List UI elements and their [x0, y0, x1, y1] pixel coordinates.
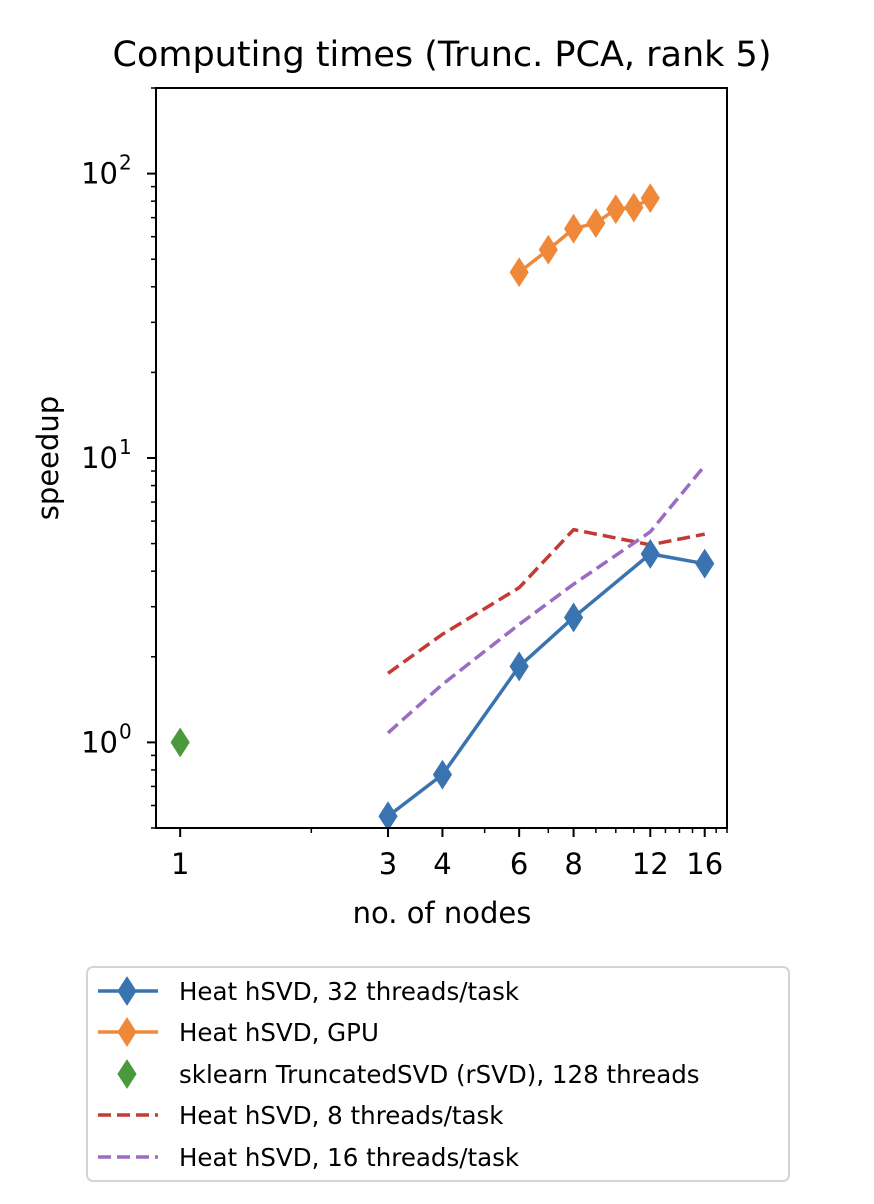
series-line [387, 527, 706, 675]
x-tick-label: 12 [632, 847, 669, 881]
y-tick-label: 10 [81, 157, 118, 191]
legend-item: Heat hSVD, 32 threads/task [98, 976, 520, 1006]
data-point [509, 651, 529, 682]
y-axis-label: speedup [31, 396, 65, 520]
data-point [606, 194, 626, 225]
legend-label: Heat hSVD, 32 threads/task [179, 977, 520, 1006]
data-point [563, 213, 584, 244]
data-point [695, 548, 715, 579]
series-5 [386, 464, 707, 735]
legend-marker [117, 1017, 137, 1047]
legend-marker [117, 976, 137, 1006]
series-2 [509, 183, 660, 288]
x-tick-label: 3 [379, 847, 397, 881]
x-tick-label: 1 [171, 847, 189, 881]
series-3 [170, 727, 190, 758]
y-tick-exponent: 1 [119, 435, 132, 459]
plot-area [170, 183, 715, 832]
series-1 [378, 538, 715, 832]
x-tick-label: 4 [433, 847, 451, 881]
data-point [563, 602, 584, 633]
y-tick-label: 10 [81, 725, 118, 759]
chart-title: Computing times (Trunc. PCA, rank 5) [113, 35, 772, 75]
series-line [386, 552, 706, 818]
x-axis-label: no. of nodes [353, 896, 532, 930]
legend-marker [117, 1059, 137, 1089]
legend-item: Heat hSVD, 16 threads/task [98, 1143, 520, 1172]
legend-label: Heat hSVD, 16 threads/task [179, 1143, 520, 1172]
legend-label: Heat hSVD, GPU [179, 1018, 379, 1047]
x-tick-label: 8 [564, 847, 582, 881]
data-point [640, 538, 660, 569]
legend-item: Heat hSVD, GPU [98, 1017, 379, 1047]
legend-item: Heat hSVD, 8 threads/task [98, 1101, 504, 1130]
data-point [432, 759, 453, 790]
data-point [170, 727, 190, 758]
data-point [378, 801, 398, 832]
legend-label: sklearn TruncatedSVD (rSVD), 128 threads [179, 1060, 700, 1089]
legend-label: Heat hSVD, 8 threads/task [179, 1101, 504, 1130]
data-point [640, 183, 660, 214]
data-point [624, 192, 644, 223]
y-tick-exponent: 2 [119, 151, 132, 175]
series-line [386, 464, 707, 735]
x-axis-ticks: 1 3 4 6 8 12 16 [171, 828, 728, 881]
legend-item: sklearn TruncatedSVD (rSVD), 128 threads [117, 1059, 700, 1089]
legend: Heat hSVD, 32 threads/task Heat hSVD, GPU… [86, 966, 790, 1182]
x-tick-label: 16 [686, 847, 723, 881]
x-tick-label: 6 [510, 847, 528, 881]
y-tick-exponent: 0 [119, 719, 132, 743]
data-point [509, 257, 529, 288]
data-point [586, 208, 606, 238]
legend-frame [86, 966, 790, 1182]
y-tick-label: 10 [81, 441, 118, 475]
data-point [538, 234, 558, 265]
series-4 [387, 527, 706, 675]
